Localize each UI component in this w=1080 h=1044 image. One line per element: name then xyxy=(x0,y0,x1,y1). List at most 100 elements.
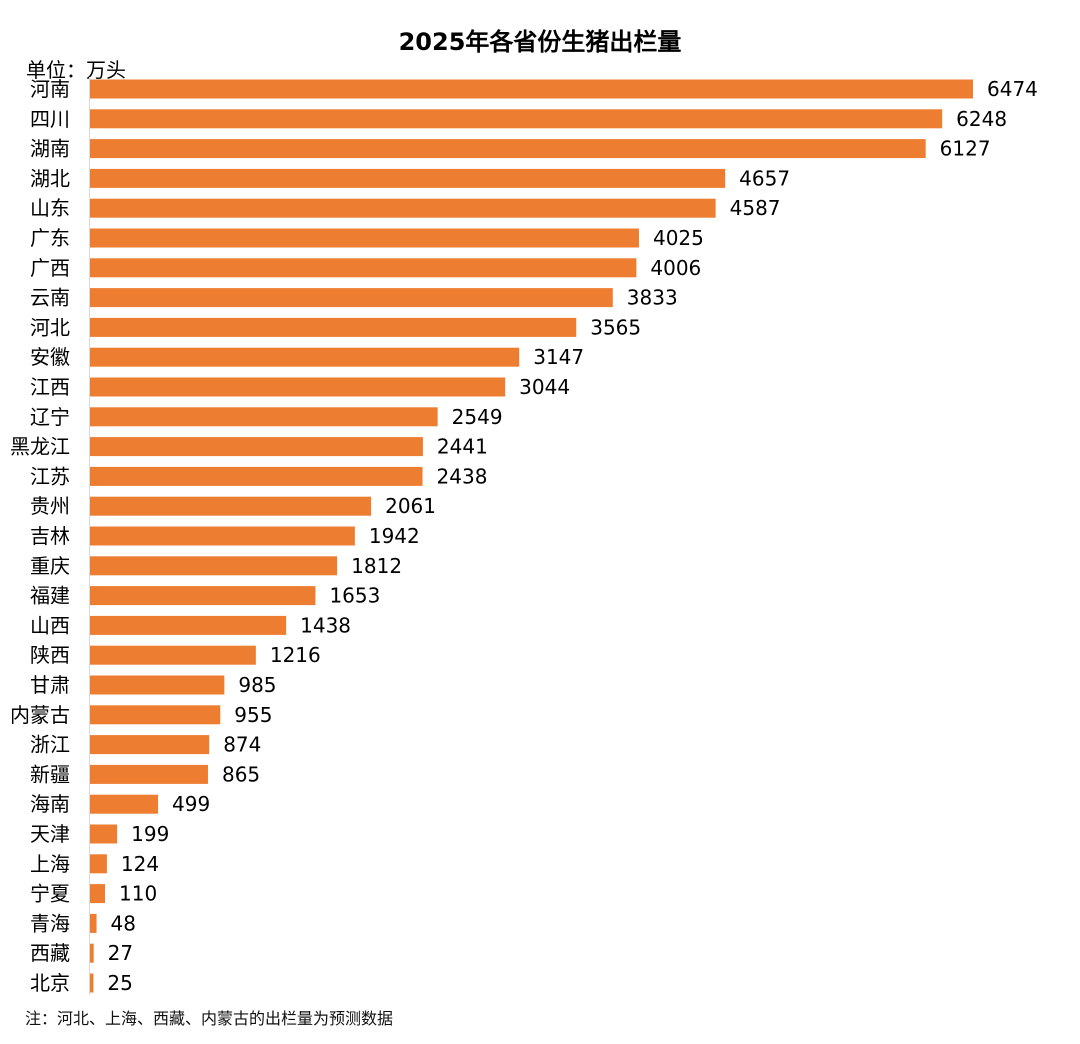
value-label-9: 3565 xyxy=(590,315,641,339)
bar-17 xyxy=(90,556,338,576)
value-label-19: 1438 xyxy=(300,613,351,637)
chart-title: 2025年各省份生猪出栏量 xyxy=(399,28,682,56)
bar-19 xyxy=(90,615,287,635)
value-label-7: 4006 xyxy=(650,256,701,280)
bar-25 xyxy=(90,794,159,814)
bar-16 xyxy=(90,526,355,546)
value-label-31: 25 xyxy=(107,971,132,995)
category-label-22: 内蒙古 xyxy=(10,703,70,727)
category-label-27: 上海 xyxy=(30,852,70,876)
value-label-23: 874 xyxy=(223,733,261,757)
value-label-29: 48 xyxy=(111,911,136,935)
category-label-15: 贵州 xyxy=(30,494,70,518)
bar-1 xyxy=(90,79,973,99)
bar-27 xyxy=(90,854,107,874)
category-label-17: 重庆 xyxy=(30,554,70,578)
bar-23 xyxy=(90,735,210,755)
category-label-6: 广东 xyxy=(30,226,70,250)
bar-9 xyxy=(90,317,577,337)
bar-22 xyxy=(90,705,221,725)
value-label-17: 1812 xyxy=(351,554,402,578)
bar-14 xyxy=(90,466,423,486)
category-label-20: 陕西 xyxy=(30,643,70,667)
bar-24 xyxy=(90,764,208,784)
category-label-25: 海南 xyxy=(30,792,70,816)
value-label-15: 2061 xyxy=(385,494,436,518)
category-label-2: 四川 xyxy=(30,107,70,131)
bar-29 xyxy=(90,913,97,933)
value-label-8: 3833 xyxy=(627,286,678,310)
value-label-11: 3044 xyxy=(519,375,570,399)
category-label-9: 河北 xyxy=(30,315,70,339)
bar-11 xyxy=(90,377,506,397)
category-label-24: 新疆 xyxy=(30,762,70,786)
value-label-18: 1653 xyxy=(329,584,380,608)
category-label-1: 河南 xyxy=(30,77,70,101)
category-label-3: 湖南 xyxy=(30,137,70,161)
value-label-4: 4657 xyxy=(739,166,790,190)
value-label-16: 1942 xyxy=(369,524,420,548)
value-label-28: 110 xyxy=(119,882,157,906)
category-label-26: 天津 xyxy=(30,822,70,846)
bar-3 xyxy=(90,139,926,159)
value-label-26: 199 xyxy=(131,822,169,846)
bar-5 xyxy=(90,198,716,218)
bar-30 xyxy=(90,943,94,963)
category-label-4: 湖北 xyxy=(30,166,70,190)
category-label-12: 辽宁 xyxy=(30,405,70,429)
value-label-13: 2441 xyxy=(437,435,488,459)
bar-21 xyxy=(90,675,225,695)
bar-18 xyxy=(90,586,316,606)
bar-8 xyxy=(90,288,613,308)
category-label-16: 吉林 xyxy=(30,524,70,548)
value-label-20: 1216 xyxy=(270,643,321,667)
category-label-28: 宁夏 xyxy=(30,882,70,906)
bar-10 xyxy=(90,347,520,367)
unit-label: 单位：万头 xyxy=(26,58,126,82)
bar-28 xyxy=(90,884,106,904)
value-label-24: 865 xyxy=(222,762,260,786)
category-labels-group: 河南四川湖南湖北山东广东广西云南河北安徽江西辽宁黑龙江江苏贵州吉林重庆福建山西陕… xyxy=(10,77,70,995)
category-label-7: 广西 xyxy=(30,256,70,280)
category-label-8: 云南 xyxy=(30,286,70,310)
category-label-19: 山西 xyxy=(30,613,70,637)
value-label-30: 27 xyxy=(108,941,133,965)
category-label-18: 福建 xyxy=(30,584,70,608)
bar-4 xyxy=(90,168,726,188)
bar-26 xyxy=(90,824,118,844)
bar-12 xyxy=(90,407,438,427)
bar-6 xyxy=(90,228,639,248)
category-label-5: 山东 xyxy=(30,196,70,220)
bar-13 xyxy=(90,437,423,457)
category-label-10: 安徽 xyxy=(30,345,70,369)
category-label-29: 青海 xyxy=(30,911,70,935)
value-labels-group: 6474 6248 6127 4657 4587 4025 4006 3833 35653147… xyxy=(107,77,1037,995)
value-label-2: 6248 xyxy=(956,107,1007,131)
bar-15 xyxy=(90,496,372,516)
bar-20 xyxy=(90,645,256,665)
value-label-27: 124 xyxy=(121,852,159,876)
footnote: 注：河北、上海、西藏、内蒙古的出栏量为预测数据 xyxy=(25,1009,393,1028)
bar-31 xyxy=(90,973,94,993)
value-label-12: 2549 xyxy=(452,405,503,429)
category-label-13: 黑龙江 xyxy=(10,435,70,459)
value-label-1: 6474 xyxy=(987,77,1038,101)
value-label-22: 955 xyxy=(234,703,272,727)
category-label-14: 江苏 xyxy=(30,464,70,488)
category-label-11: 江西 xyxy=(30,375,70,399)
value-label-6: 4025 xyxy=(653,226,704,250)
value-label-25: 499 xyxy=(172,792,210,816)
value-label-5: 4587 xyxy=(730,196,781,220)
value-label-3: 6127 xyxy=(940,137,991,161)
bar-7 xyxy=(90,258,637,278)
category-label-23: 浙江 xyxy=(30,733,70,757)
bar-2 xyxy=(90,109,943,129)
value-label-10: 3147 xyxy=(533,345,584,369)
value-label-21: 985 xyxy=(238,673,276,697)
category-label-21: 甘肃 xyxy=(30,673,70,697)
bars-group xyxy=(90,79,973,993)
category-label-31: 北京 xyxy=(30,971,70,995)
category-label-30: 西藏 xyxy=(30,941,70,965)
